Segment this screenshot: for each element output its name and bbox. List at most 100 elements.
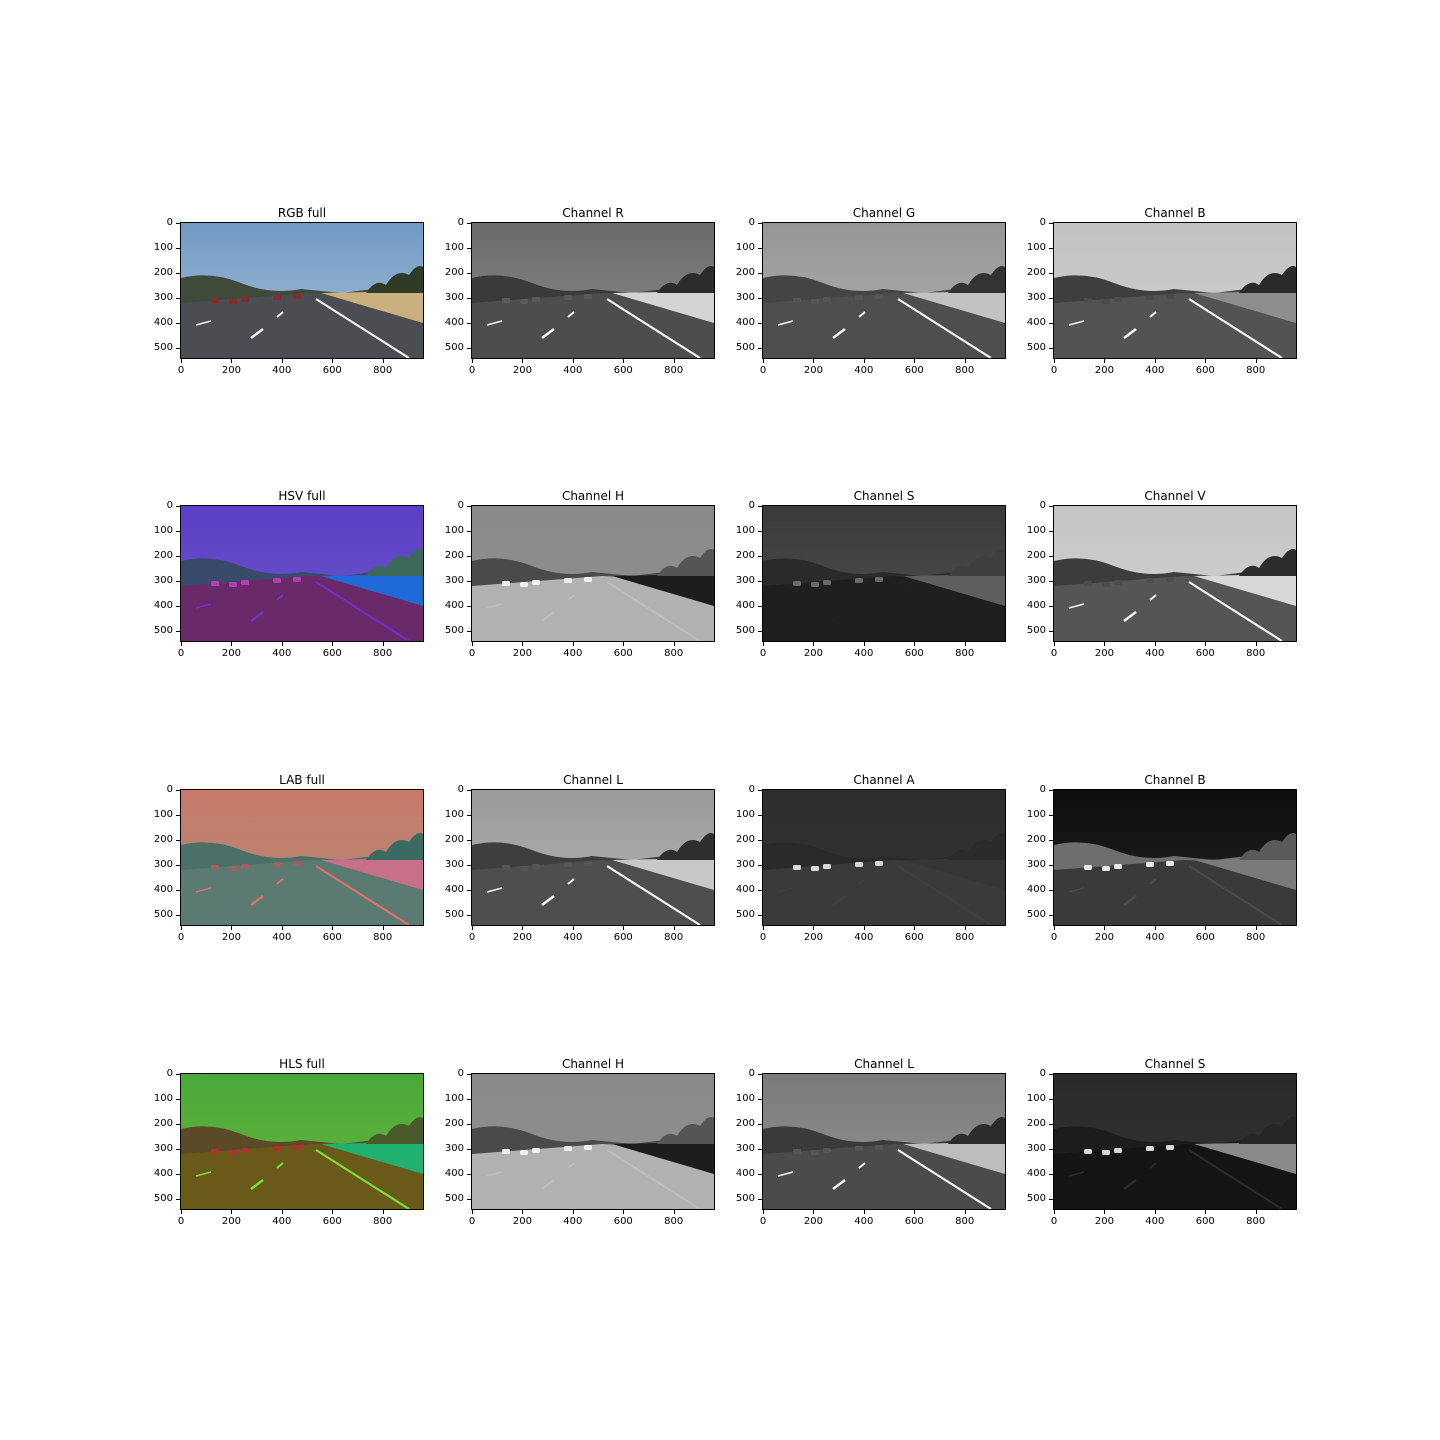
car-shape [855,1146,863,1151]
x-tick-label: 800 [950,642,980,660]
car-shape [1102,582,1110,587]
car-shape [1102,866,1110,871]
right-lane-line [897,298,992,358]
car-shape [211,298,219,303]
trees-region [366,549,423,576]
road-scene-image [181,1074,423,1209]
x-tick-label: 600 [317,926,347,944]
trees-region [657,549,714,576]
car-shape [875,861,883,866]
x-tick-label: 400 [1140,642,1170,660]
y-tick-label: 400 [1016,1168,1053,1180]
left-lane-dash [832,328,846,339]
road-scene-image [1054,1074,1296,1209]
image-panel: Channel H 0 100 200 300 400 500 0 200 400 600 800 [445,488,715,668]
car-shape [293,294,301,299]
y-tick-label: 300 [143,1143,180,1155]
left-lane-dash [832,611,846,622]
road-region [1054,860,1296,925]
image-panel: Channel S 0 100 200 300 400 500 0 200 400 600 800 [736,488,1006,668]
car-shape [1114,864,1122,869]
y-tick-label: 100 [434,242,471,254]
x-tick-label: 0 [748,642,778,660]
image-axes [1053,222,1297,359]
grass-region [903,858,1005,890]
road-scene-image [1054,790,1296,925]
panel-title: Channel R [562,206,624,220]
x-tick-label: 800 [1241,359,1271,377]
y-tick-label: 0 [1016,784,1053,796]
car-shape [241,297,249,302]
x-tick-label: 600 [608,926,638,944]
x-tick-label: 400 [558,359,588,377]
y-tick-label: 300 [725,292,762,304]
y-tick-label: 500 [1016,909,1053,921]
left-lane-dash [250,1179,264,1190]
y-tick-label: 0 [434,500,471,512]
right-lane-line [1188,581,1283,641]
y-tick-label: 400 [143,600,180,612]
car-shape [502,298,510,303]
y-tick-label: 0 [1016,217,1053,229]
x-tick-label: 600 [608,1210,638,1228]
road-region [763,293,1005,358]
left-lane-dash [276,594,284,601]
car-shape [502,581,510,586]
road-region [181,1144,423,1209]
car-shape [211,865,219,870]
left-lane-dash [1123,1179,1137,1190]
right-lane-line [606,1149,701,1209]
left-lane-dash [567,878,575,885]
car-shape [1166,294,1174,299]
image-axes [762,789,1006,926]
image-axes [762,505,1006,642]
x-tick-label: 200 [1089,642,1119,660]
car-shape [1084,298,1092,303]
x-tick-label: 0 [457,359,487,377]
panel-title: RGB full [277,206,327,220]
x-tick-label: 0 [748,926,778,944]
y-tick-label: 400 [434,600,471,612]
y-tick-label: 200 [143,834,180,846]
x-tick-label: 800 [950,1210,980,1228]
road-region [1054,1144,1296,1209]
road-region [763,1144,1005,1209]
right-lane-line [1188,1149,1283,1209]
road-region [181,293,423,358]
y-tick-label: 200 [434,550,471,562]
y-tick-label: 0 [1016,1068,1053,1080]
y-tick-label: 100 [725,809,762,821]
x-tick-label: 400 [1140,1210,1170,1228]
y-tick-label: 200 [143,550,180,562]
x-tick-label: 0 [457,642,487,660]
left-lane-dash [832,1179,846,1190]
car-shape [1166,1145,1174,1150]
grass-region [1194,1142,1296,1174]
x-tick-label: 400 [1140,359,1170,377]
x-tick-label: 0 [166,359,196,377]
road-region [1054,576,1296,641]
image-panel: Channel B 0 100 200 300 400 500 0 200 400 600 800 [1027,205,1297,385]
image-axes [180,222,424,359]
image-panel: HLS full 0 100 200 300 400 500 0 200 400 600 800 [154,1056,424,1236]
left-lane-dash [1123,895,1137,906]
y-tick-label: 200 [434,267,471,279]
left-lane-dash [276,311,284,318]
left-lane-dash [1068,887,1085,893]
left-lane-dash [1068,320,1085,326]
y-tick-label: 400 [143,317,180,329]
x-tick-label: 400 [558,642,588,660]
left-lane-dash [1123,328,1137,339]
grass-region [321,574,423,606]
x-tick-label: 400 [267,1210,297,1228]
y-tick-label: 400 [434,1168,471,1180]
x-tick-label: 600 [1190,359,1220,377]
y-tick-label: 100 [725,242,762,254]
y-tick-label: 500 [1016,342,1053,354]
car-shape [811,582,819,587]
right-lane-line [606,865,701,925]
y-tick-label: 500 [434,342,471,354]
y-tick-label: 300 [143,575,180,587]
left-lane-dash [858,311,866,318]
right-lane-line [897,581,992,641]
